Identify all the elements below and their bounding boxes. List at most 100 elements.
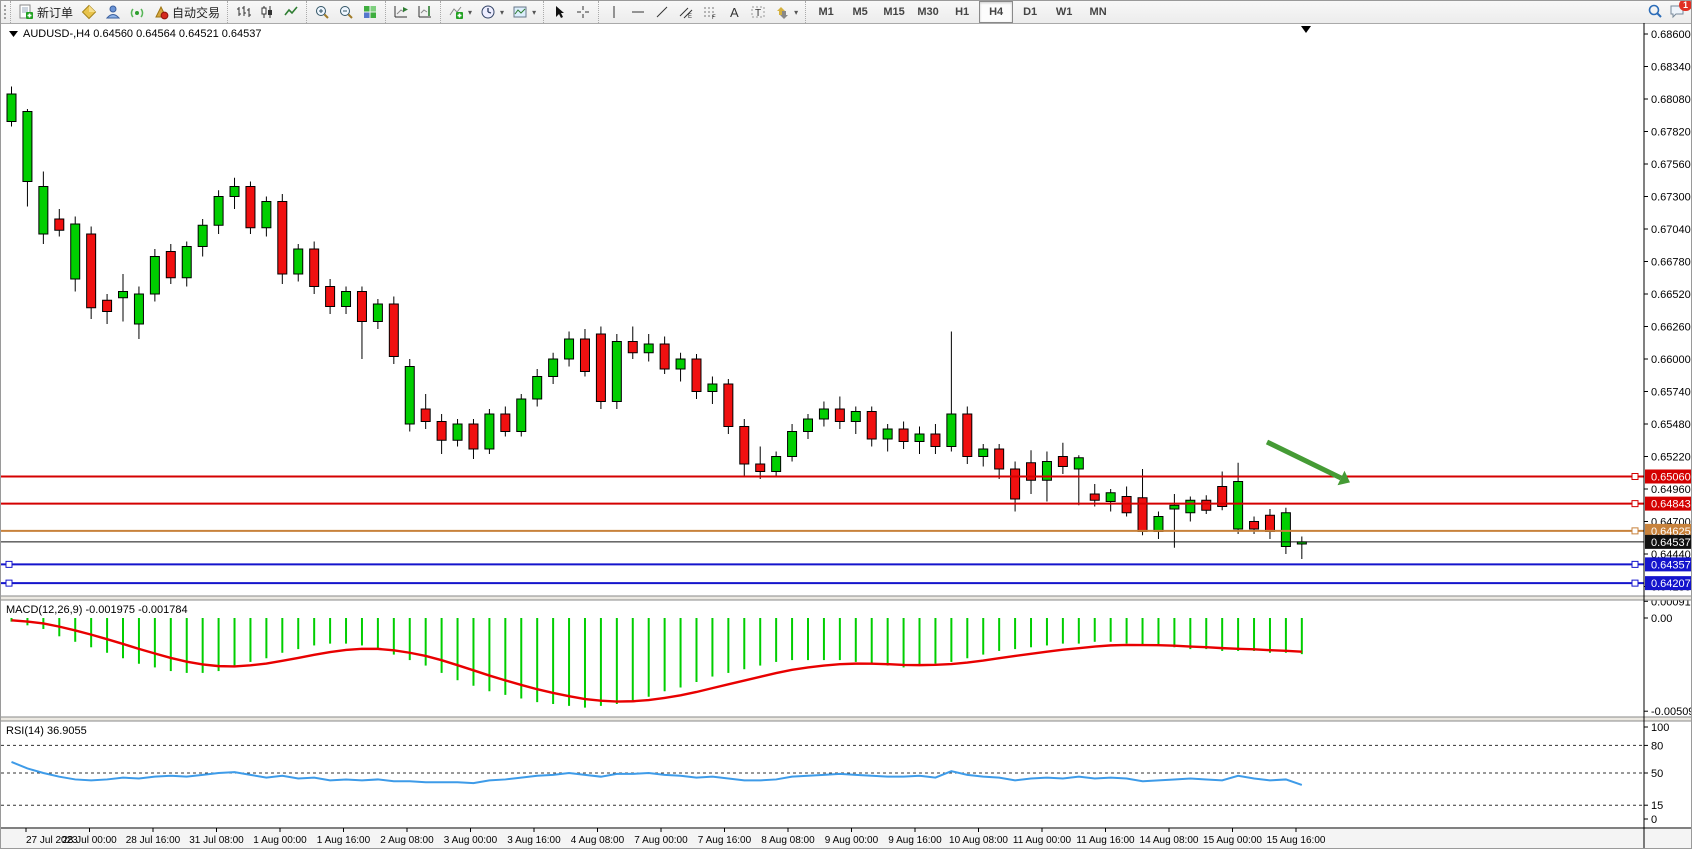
toolbar-button-auto-scroll[interactable] bbox=[389, 1, 413, 23]
chart-canvas[interactable]: 0.68600 0.68340 0.68080 0.67820 0.67560 0.673… bbox=[1, 23, 1692, 849]
toolbar-button-templates[interactable]: ▾ bbox=[508, 1, 540, 23]
candle bbox=[834, 396, 845, 429]
vline-icon bbox=[613, 6, 615, 18]
panel-separator[interactable] bbox=[1, 596, 1692, 600]
candle bbox=[388, 296, 399, 364]
time-tick-label: 7 Aug 00:00 bbox=[634, 835, 688, 846]
macd-axis-label: 0.00 bbox=[1651, 613, 1672, 625]
candle bbox=[771, 451, 782, 477]
toolbar-button-autotrading[interactable]: 自动交易 bbox=[149, 1, 224, 23]
hline-right-handle[interactable] bbox=[1631, 500, 1639, 508]
price-label-box bbox=[1645, 469, 1691, 484]
toolbar-button-cursor[interactable] bbox=[547, 1, 571, 23]
candle bbox=[500, 406, 511, 437]
toolbar-grip bbox=[3, 4, 8, 20]
timeframe-button-MN[interactable]: MN bbox=[1089, 6, 1107, 18]
candle bbox=[818, 401, 829, 427]
toolbar-group-1 bbox=[227, 1, 306, 23]
candle bbox=[6, 86, 17, 127]
templates-icon bbox=[513, 6, 527, 18]
candle bbox=[1185, 496, 1196, 522]
price-tick-label: 0.66260 bbox=[1651, 322, 1691, 334]
toolbar-button-indicators[interactable]: ▾ bbox=[444, 1, 476, 23]
candle bbox=[595, 326, 606, 409]
toolbar-button-chart-shift[interactable] bbox=[413, 1, 437, 23]
hline-right-handle[interactable] bbox=[1631, 527, 1639, 535]
candle bbox=[930, 424, 941, 454]
time-tick-label: 14 Aug 08:00 bbox=[1140, 835, 1199, 846]
toolbar-button-text[interactable]: A bbox=[722, 1, 746, 23]
toolbar-button-new-order[interactable]: 新订单 bbox=[14, 1, 77, 23]
candle bbox=[659, 336, 670, 374]
candle bbox=[914, 426, 925, 454]
candle bbox=[261, 196, 272, 237]
dropdown-arrow-icon: ▾ bbox=[500, 7, 505, 17]
hline-right-handle[interactable] bbox=[1631, 579, 1639, 587]
toolbar-button-vline[interactable] bbox=[602, 1, 626, 23]
rsi-axis-label: 0 bbox=[1651, 814, 1657, 826]
timeframe-button-H1[interactable]: H1 bbox=[955, 6, 970, 18]
candle bbox=[102, 294, 113, 324]
toolbar-button-bar-chart[interactable] bbox=[231, 1, 255, 23]
candle bbox=[38, 171, 49, 244]
toolbar-button-label[interactable]: T bbox=[746, 1, 770, 23]
hline-right-handle[interactable] bbox=[1631, 560, 1639, 568]
toolbar-button-tile-windows[interactable] bbox=[358, 1, 382, 23]
toolbar-button-channel[interactable]: E bbox=[674, 1, 698, 23]
candle bbox=[468, 419, 479, 459]
candle bbox=[882, 424, 893, 452]
notification-badge: 1 bbox=[1678, 1, 1691, 11]
toolbar-button-fibonacci[interactable]: F bbox=[698, 1, 722, 23]
metaeditor-icon bbox=[81, 4, 97, 20]
rsi-label: RSI(14) 36.9055 bbox=[6, 725, 87, 737]
candle bbox=[484, 409, 495, 454]
bar-chart-icon bbox=[237, 6, 252, 17]
chart-shift-marker[interactable] bbox=[1301, 26, 1311, 33]
price-label-text: 0.64357 bbox=[1651, 559, 1691, 571]
time-tick-label: 7 Aug 16:00 bbox=[698, 835, 752, 846]
toolbar-button-community[interactable] bbox=[101, 1, 125, 23]
timeframe-button-M1[interactable]: M1 bbox=[818, 6, 834, 18]
price-label-box bbox=[1645, 496, 1691, 511]
zoom-in-icon bbox=[316, 6, 329, 19]
hline-left-handle[interactable] bbox=[5, 579, 13, 587]
symbol-dropdown-icon[interactable] bbox=[9, 31, 18, 37]
timeframe-button-D1[interactable]: D1 bbox=[1023, 6, 1038, 18]
chart-area[interactable]: 0.68600 0.68340 0.68080 0.67820 0.67560 0.673… bbox=[1, 23, 1692, 849]
toolbar-button-search[interactable] bbox=[1647, 3, 1663, 22]
candle bbox=[946, 331, 957, 452]
toolbar-button-hline[interactable] bbox=[626, 1, 650, 23]
svg-text:F: F bbox=[712, 15, 716, 20]
toolbar-button-periods[interactable]: ▾ bbox=[476, 1, 508, 23]
autotrading-icon bbox=[155, 5, 169, 20]
price-tick-label: 0.67820 bbox=[1651, 127, 1691, 139]
hline-icon bbox=[632, 11, 645, 13]
toolbar-button-zoom-out[interactable] bbox=[334, 1, 358, 23]
toolbar-group-5 bbox=[543, 1, 598, 23]
toolbar-button-trendline[interactable] bbox=[650, 1, 674, 23]
hline-right-handle[interactable] bbox=[1631, 473, 1639, 480]
candle bbox=[532, 369, 543, 407]
time-tick-label: 27 Jul 2023 bbox=[26, 835, 78, 846]
trend-arrow[interactable] bbox=[1265, 439, 1350, 486]
toolbar-button-crosshair[interactable] bbox=[571, 1, 595, 23]
toolbar-button-chat[interactable]: 1 bbox=[1669, 1, 1691, 22]
timeframe-button-W1[interactable]: W1 bbox=[1055, 6, 1073, 18]
candle bbox=[787, 424, 798, 462]
toolbar-button-zoom-in[interactable] bbox=[310, 1, 334, 23]
toolbar-button-line-chart[interactable] bbox=[279, 1, 303, 23]
toolbar-button-metaeditor[interactable] bbox=[77, 1, 101, 23]
hline-left-handle[interactable] bbox=[5, 560, 13, 568]
panel-separator[interactable] bbox=[1, 717, 1692, 721]
community-icon bbox=[105, 5, 121, 19]
toolbar-button-signals[interactable] bbox=[125, 1, 149, 23]
timeframe-button-M30[interactable]: M30 bbox=[917, 6, 939, 18]
timeframe-button-M15[interactable]: M15 bbox=[883, 6, 905, 18]
toolbar-button-shapes[interactable]: ▾ bbox=[770, 1, 802, 23]
candle-chart-icon bbox=[261, 6, 273, 18]
candle bbox=[229, 177, 240, 209]
toolbar-button-candle-chart[interactable] bbox=[255, 1, 279, 23]
timeframe-button-H4[interactable]: H4 bbox=[979, 1, 1014, 23]
timeframe-button-M5[interactable]: M5 bbox=[852, 6, 868, 18]
candle bbox=[611, 334, 622, 409]
